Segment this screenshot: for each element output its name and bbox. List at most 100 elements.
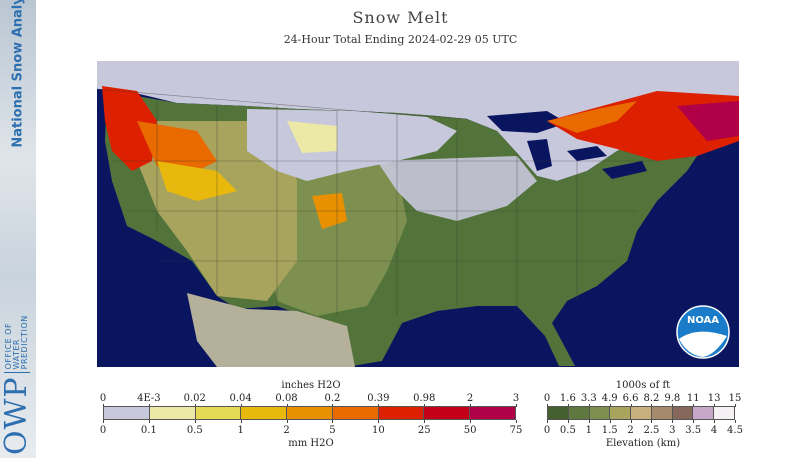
elevation_legend-tick-mark	[672, 420, 674, 423]
elevation_legend-tick-mark	[547, 420, 548, 423]
snowmelt_legend-top-tick: 0.02	[183, 393, 206, 404]
elevation-legend-top-label: 1000s of ft	[615, 380, 671, 391]
elevation_legend-swatch	[631, 407, 652, 419]
snowmelt_legend-tick-mark	[332, 420, 334, 423]
melt-northeast-max	[677, 101, 739, 141]
sidebar-banner: National Snow Analysis OWP OFFICE OF WAT…	[0, 0, 36, 458]
elevation_legend-tick-mark	[693, 420, 695, 423]
snowmelt_legend-bottom-tick: 1	[237, 425, 244, 436]
elevation_legend-swatch	[610, 407, 632, 419]
elevation_legend-tick-mark	[630, 404, 632, 407]
elevation_legend-top-tick: 15	[728, 393, 742, 404]
elevation_legend-tick-mark	[547, 404, 548, 407]
melt-northeast-edge	[547, 101, 637, 133]
snowmelt_legend-swatch	[424, 407, 471, 419]
elevation_legend-bottom-tick: 0	[543, 425, 551, 436]
elevation_legend-top-tick: 3.3	[580, 393, 597, 404]
page-title: Snow Melt	[352, 8, 449, 27]
snowmelt_legend-top-tick: 3	[512, 393, 520, 404]
elevation_legend-swatch	[672, 407, 694, 419]
snowmelt_legend-tick-mark	[424, 420, 426, 423]
elevation_legend-bottom-tick: 4.5	[727, 425, 743, 436]
elevation_legend-tick-mark	[693, 404, 695, 407]
elevation_legend-top-tick: 0	[543, 393, 551, 404]
snowmelt_legend-tick-mark	[286, 404, 288, 407]
great-lakes	[487, 111, 647, 179]
snowmelt_legend-bottom-tick: 5	[329, 425, 336, 436]
state-borders	[97, 88, 657, 316]
elevation_legend-bottom-tick: 0.5	[559, 425, 576, 436]
elevation_legend-top-tick: 1.6	[559, 393, 576, 404]
snowmelt_legend-tick-mark	[470, 420, 472, 423]
elevation_legend-tick-mark	[714, 404, 716, 407]
snowmelt_legend-bottom-tick: 10	[371, 425, 385, 436]
snowmelt_legend-top-tick: 0.2	[324, 393, 341, 404]
elevation_legend-swatch	[548, 407, 569, 419]
snowmelt_legend-top-tick: 0.04	[229, 393, 252, 404]
snowmelt_legend-tick-mark	[332, 404, 334, 407]
elevation_legend-tick-mark	[567, 404, 569, 407]
elevation_legend-tick-mark	[651, 420, 653, 423]
snowmelt_legend-bottom-tick: 25	[417, 425, 431, 436]
snowmelt_legend-tick-mark	[378, 404, 380, 407]
elevation_legend-top-tick: 13	[707, 393, 721, 404]
elevation_legend-swatch	[589, 407, 611, 419]
snowmelt_legend-tick-mark	[240, 404, 242, 407]
elevation_legend-tick-mark	[735, 420, 736, 423]
elevation_legend-swatch	[714, 407, 735, 419]
noaa-logo: NOAA	[676, 305, 730, 359]
snowmelt_legend-bottom-tick: 0.5	[186, 425, 203, 436]
elevation_legend-tick-mark	[588, 420, 590, 423]
elevation_legend-swatch	[568, 407, 590, 419]
snowmelt-legend-bottom-label: mm H2O	[288, 438, 334, 449]
elevation_legend-tick-mark	[609, 420, 611, 423]
snowmelt_legend-tick-mark	[516, 404, 517, 407]
elevation_legend-tick-mark	[588, 404, 590, 407]
snowmelt_legend-tick-mark	[516, 420, 517, 423]
elevation-legend-bottom-label: Elevation (km)	[605, 438, 681, 449]
mexico	[187, 293, 355, 367]
snowmelt_legend-swatch	[332, 407, 379, 419]
elevation_legend-bottom-tick: 1	[585, 425, 592, 436]
elevation_legend-top-tick: 9.8	[664, 393, 681, 404]
snowmelt_legend-top-tick: 4E-3	[137, 393, 161, 404]
snowmelt_legend-tick-mark	[240, 420, 242, 423]
owp-divider	[4, 372, 30, 374]
snowmelt_legend-swatch	[149, 407, 196, 419]
elevation_legend-top-tick: 4.9	[601, 393, 618, 404]
snowmelt_legend-tick-mark	[103, 404, 104, 407]
snowmelt_legend-swatch	[287, 407, 333, 419]
elevation_legend-bottom-tick: 3	[669, 425, 676, 436]
snowmelt_legend-tick-mark	[470, 404, 472, 407]
elevation_legend-bottom-tick: 1.5	[601, 425, 618, 436]
snowmelt_legend-swatch	[241, 407, 288, 419]
snowmelt_legend-bottom-tick: 2	[283, 425, 290, 436]
snowmelt-legend-top-label: inches H2O	[281, 380, 341, 391]
office-text: OFFICE OF WATER PREDICTION	[4, 315, 29, 370]
snowmelt_legend-tick-mark	[194, 420, 196, 423]
owp-logo-text: OWP	[0, 376, 34, 455]
snowmelt_legend-top-tick: 0.98	[413, 393, 436, 404]
snowmelt_legend-top-tick: 2	[466, 393, 474, 404]
owp-logo: OWP OFFICE OF WATER PREDICTION	[0, 315, 34, 455]
elevation_legend-tick-mark	[630, 420, 632, 423]
snowmelt_legend-swatch	[104, 407, 150, 419]
snowmelt_legend-tick-mark	[103, 420, 104, 423]
snowmelt_legend-bottom-tick: 50	[463, 425, 477, 436]
snowmelt_legend-tick-mark	[148, 404, 150, 407]
snowmelt_legend-tick-mark	[148, 420, 150, 423]
snowmelt-color-bar	[103, 406, 516, 420]
elevation_legend-top-tick: 8.2	[643, 393, 660, 404]
elevation_legend-top-tick: 11	[686, 393, 700, 404]
elevation_legend-bottom-tick: 2	[627, 425, 634, 436]
elevation_legend-tick-mark	[609, 404, 611, 407]
elevation_legend-bottom-tick: 2.5	[643, 425, 660, 436]
snowmelt_legend-top-tick: 0.39	[367, 393, 390, 404]
snowmelt_legend-tick-mark	[378, 420, 380, 423]
snowmelt_legend-swatch	[195, 407, 242, 419]
snow-melt-map: NOAA	[97, 61, 739, 367]
elevation_legend-swatch	[693, 407, 715, 419]
snowmelt_legend-tick-mark	[194, 404, 196, 407]
elevation_legend-swatch	[651, 407, 673, 419]
elevation_legend-tick-mark	[672, 404, 674, 407]
